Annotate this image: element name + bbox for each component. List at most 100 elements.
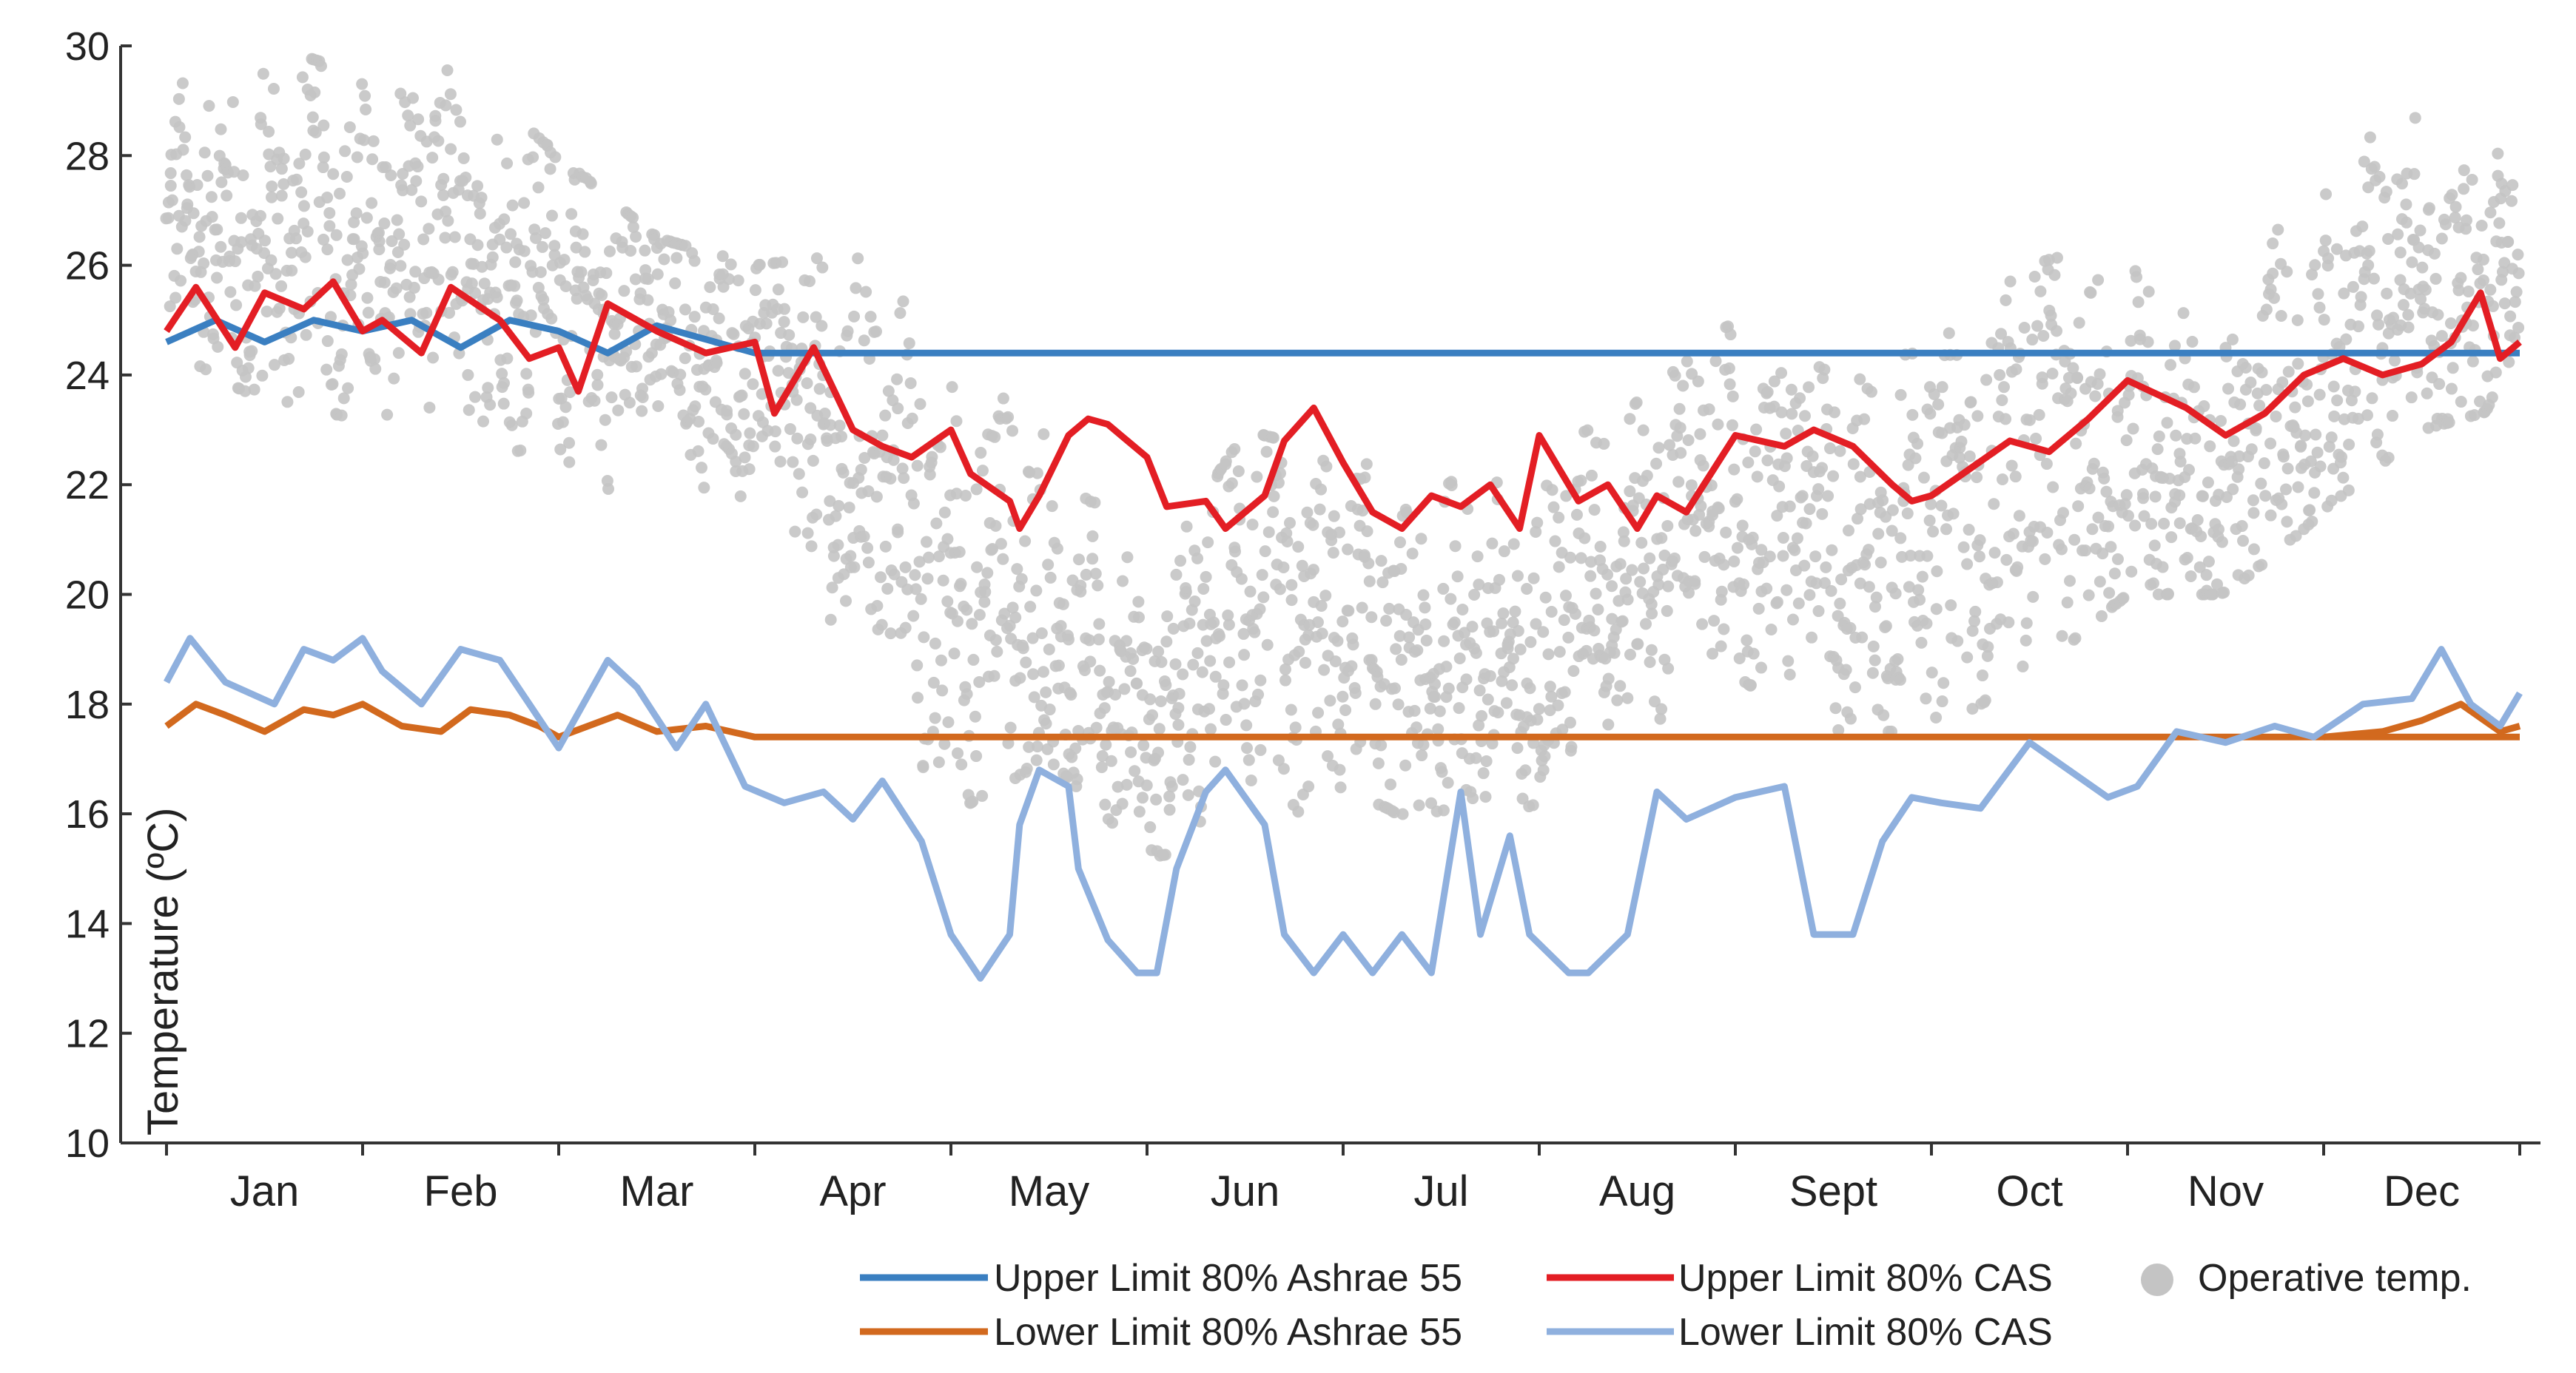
operative-temp-point bbox=[1124, 665, 1137, 678]
operative-temp-point bbox=[1322, 750, 1334, 763]
operative-temp-point bbox=[2260, 383, 2273, 396]
operative-temp-point bbox=[1652, 578, 1665, 591]
operative-temp-point bbox=[1496, 675, 1508, 687]
operative-temp-point bbox=[1356, 505, 1369, 517]
operative-temp-point bbox=[966, 795, 979, 808]
operative-temp-point bbox=[2005, 459, 2018, 472]
operative-temp-point bbox=[2289, 401, 2301, 414]
operative-temp-point bbox=[1602, 672, 1615, 685]
operative-temp-point bbox=[608, 328, 621, 340]
legend-label-lower-cas: Lower Limit 80% CAS bbox=[1678, 1311, 2053, 1354]
operative-temp-point bbox=[224, 286, 237, 298]
operative-temp-point bbox=[2259, 490, 2272, 502]
operative-temp-point bbox=[2161, 416, 2173, 429]
operative-temp-point bbox=[1403, 631, 1416, 644]
operative-temp-point bbox=[324, 311, 337, 323]
operative-temp-point bbox=[1692, 375, 1704, 388]
operative-temp-point bbox=[2489, 366, 2502, 379]
operative-temp-point bbox=[2268, 291, 2281, 304]
operative-temp-point bbox=[2189, 432, 2202, 445]
operative-temp-point bbox=[1891, 653, 1904, 666]
operative-temp-point bbox=[862, 485, 875, 497]
operative-temp-point bbox=[600, 267, 613, 280]
operative-temp-point bbox=[2120, 489, 2133, 502]
operative-temp-point bbox=[1471, 550, 1484, 563]
operative-temp-point bbox=[1904, 550, 1917, 562]
operative-temp-point bbox=[860, 286, 872, 298]
operative-temp-point bbox=[1870, 591, 1883, 604]
operative-temp-point bbox=[2013, 510, 2025, 522]
operative-temp-point bbox=[211, 271, 223, 284]
operative-temp-point bbox=[1223, 618, 1235, 631]
operative-temp-point bbox=[679, 352, 691, 365]
operative-temp-point bbox=[1533, 703, 1545, 715]
operative-temp-point bbox=[339, 145, 352, 158]
operative-temp-point bbox=[2036, 371, 2048, 384]
operative-temp-point bbox=[1086, 530, 1099, 542]
operative-temp-point bbox=[1712, 418, 1724, 431]
operative-temp-point bbox=[899, 621, 912, 634]
operative-temp-point bbox=[595, 439, 608, 451]
operative-temp-point bbox=[1133, 806, 1146, 818]
operative-temp-point bbox=[537, 294, 550, 306]
operative-temp-point bbox=[2466, 355, 2479, 368]
operative-temp-point bbox=[2064, 575, 2076, 587]
operative-temp-point bbox=[2428, 247, 2441, 260]
operative-temp-point bbox=[2174, 456, 2187, 468]
operative-temp-point bbox=[2313, 301, 2326, 314]
operative-temp-point bbox=[1858, 413, 1871, 425]
operative-temp-point bbox=[1342, 604, 1355, 617]
operative-temp-point bbox=[1530, 618, 1542, 630]
operative-temp-point bbox=[2387, 311, 2399, 324]
operative-temp-point bbox=[1863, 581, 1875, 593]
operative-temp-point bbox=[991, 645, 1003, 658]
operative-temp-point bbox=[2073, 317, 2085, 329]
operative-temp-point bbox=[1780, 452, 1793, 465]
operative-temp-point bbox=[914, 398, 927, 411]
operative-temp-point bbox=[1637, 424, 1649, 436]
operative-temp-point bbox=[281, 396, 294, 408]
operative-temp-point bbox=[2292, 481, 2304, 493]
operative-temp-point bbox=[173, 121, 186, 133]
operative-temp-point bbox=[1512, 624, 1524, 637]
operative-temp-point bbox=[235, 236, 248, 249]
operative-temp-point bbox=[1477, 767, 1490, 780]
operative-temp-point bbox=[2247, 494, 2259, 507]
operative-temp-point bbox=[605, 391, 618, 404]
operative-temp-point bbox=[1334, 781, 1347, 794]
operative-temp-point bbox=[1966, 624, 1979, 637]
operative-temp-point bbox=[1708, 615, 1721, 627]
operative-temp-point bbox=[559, 401, 572, 414]
operative-temp-point bbox=[330, 229, 343, 241]
operative-temp-point bbox=[1129, 765, 1141, 777]
operative-temp-point bbox=[1644, 655, 1656, 668]
operative-temp-point bbox=[176, 77, 189, 90]
operative-temp-point bbox=[1315, 599, 1328, 612]
operative-temp-point bbox=[2394, 246, 2407, 259]
operative-temp-point bbox=[942, 716, 955, 729]
operative-temp-point bbox=[520, 407, 533, 419]
operative-temp-point bbox=[309, 86, 321, 98]
operative-temp-point bbox=[2061, 596, 2074, 609]
operative-temp-point bbox=[805, 540, 818, 553]
operative-temp-point bbox=[1780, 428, 1792, 440]
operative-temp-point bbox=[2423, 202, 2435, 215]
operative-temp-point bbox=[255, 118, 267, 130]
operative-temp-point bbox=[505, 228, 517, 240]
operative-temp-point bbox=[997, 553, 1009, 565]
operative-temp-point bbox=[181, 198, 194, 211]
operative-temp-point bbox=[2472, 263, 2484, 276]
operative-temp-point bbox=[1362, 557, 1375, 570]
operative-temp-point bbox=[970, 750, 983, 763]
operative-temp-point bbox=[203, 100, 215, 112]
operative-temp-point bbox=[1608, 647, 1621, 659]
operative-temp-point bbox=[2282, 365, 2295, 378]
operative-temp-point bbox=[1828, 406, 1840, 419]
operative-temp-point bbox=[591, 379, 604, 391]
operative-temp-point bbox=[1816, 462, 1829, 474]
operative-temp-point bbox=[179, 215, 192, 227]
operative-temp-point bbox=[948, 647, 961, 660]
operative-temp-point bbox=[171, 243, 184, 255]
operative-temp-point bbox=[1285, 594, 1298, 607]
operative-temp-point bbox=[1196, 666, 1208, 678]
